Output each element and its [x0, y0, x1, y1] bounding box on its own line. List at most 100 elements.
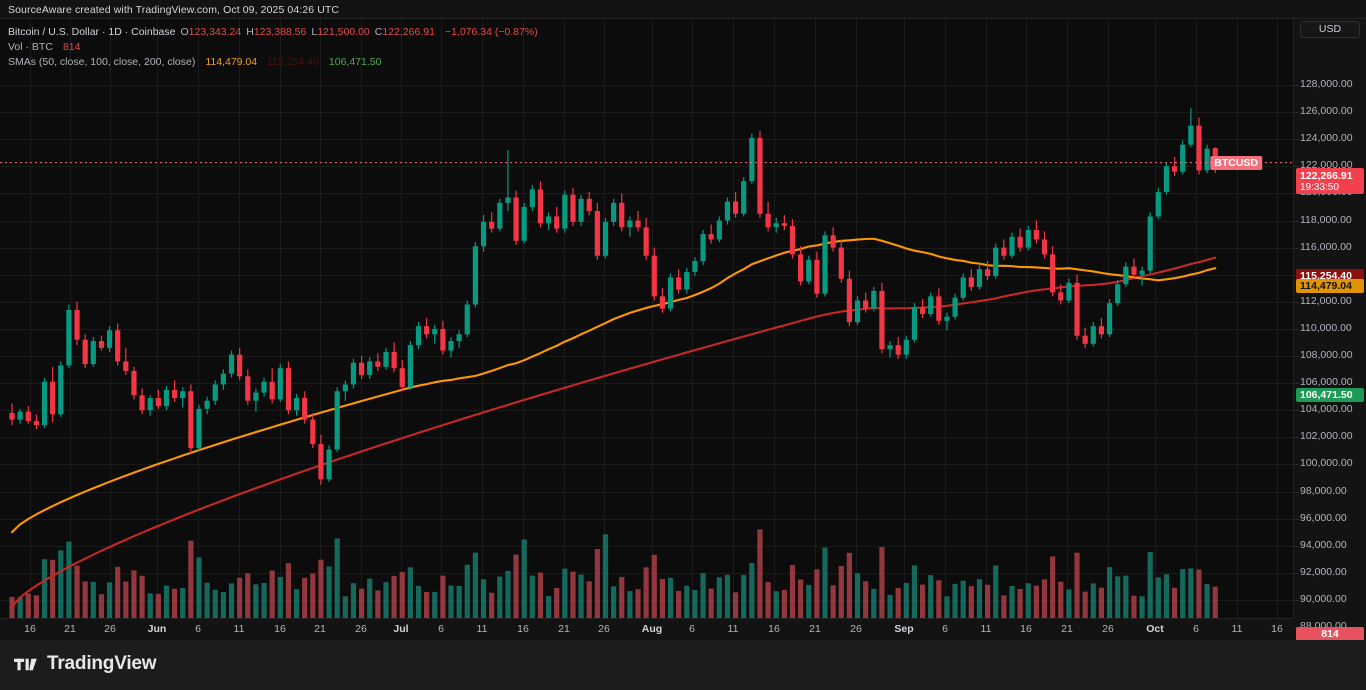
volume-bar	[139, 575, 145, 618]
gridline-horizontal	[0, 274, 1293, 276]
candle-body	[139, 395, 145, 411]
volume-bar	[993, 565, 999, 618]
candle-body	[789, 225, 796, 255]
candle-body	[838, 247, 844, 279]
volume-bar	[163, 585, 170, 618]
gridline-horizontal	[0, 85, 1293, 86]
price-axis[interactable]: USD 128,000.00 126,000.00 124,000.00 122,00…	[1294, 18, 1366, 641]
candle-body	[781, 223, 787, 226]
candle-body	[155, 398, 161, 407]
volume-bar	[578, 574, 584, 618]
price-tick-label: 96,000.00	[1300, 511, 1347, 524]
gridline-horizontal	[0, 166, 1293, 168]
candle-body	[732, 201, 739, 214]
candle-body	[497, 202, 503, 229]
candle-body	[1082, 335, 1088, 344]
candle-body	[635, 220, 641, 228]
volume-bar	[310, 573, 316, 618]
volume-bar	[497, 576, 503, 618]
volume-bar	[838, 565, 844, 618]
volume-bar	[1147, 552, 1153, 618]
gridline-vertical	[523, 19, 524, 618]
candle-body	[334, 391, 340, 450]
candle-body	[1009, 236, 1015, 256]
candle-body	[643, 227, 649, 256]
candle-body	[1001, 247, 1007, 256]
candle-body	[237, 354, 243, 377]
last-price-tag[interactable]: 122,266.91 19:33:50	[1296, 167, 1364, 194]
time-axis[interactable]: 16 21 26 Jun 6 11 16 21 26 Jul 6 11 16 21 26 Aug 6 11 16 21…	[0, 618, 1294, 640]
time-axis-label: 21	[314, 623, 326, 635]
volume-bar	[602, 534, 609, 618]
volume-bar	[887, 594, 893, 618]
volume-bar	[960, 580, 966, 618]
currency-button[interactable]: USD	[1300, 21, 1360, 38]
gridline-horizontal	[0, 545, 1293, 547]
chart-pane[interactable]: Bitcoin / U.S. Dollar · 1D · Coinbase O12…	[0, 18, 1294, 618]
time-axis-label: 16	[24, 623, 36, 635]
candle-body	[302, 398, 308, 420]
gridline-vertical	[280, 19, 281, 618]
volume-bar	[798, 579, 804, 618]
volume-bar	[708, 588, 714, 618]
candle-body	[724, 201, 731, 221]
candle-body	[1090, 326, 1096, 344]
candle-body	[318, 444, 324, 480]
volume-bar	[611, 586, 617, 618]
candle-body	[172, 389, 178, 399]
volume-bar	[895, 587, 901, 618]
volume-bar	[180, 588, 186, 618]
volume-bar	[269, 570, 275, 618]
candle-body	[887, 345, 893, 350]
gridline-vertical	[774, 19, 775, 618]
volume-bar	[1188, 568, 1194, 618]
volume-bar	[212, 589, 218, 618]
time-axis-label: 11	[727, 623, 739, 635]
volume-bar	[952, 583, 958, 618]
series-price-tag[interactable]: BTCUSD	[1210, 155, 1262, 170]
candle-body	[228, 354, 235, 374]
time-axis-label: 26	[850, 623, 862, 635]
gridline-horizontal	[0, 301, 1293, 303]
candle-body	[830, 235, 836, 248]
volume-bar	[1033, 585, 1039, 618]
volume-bar	[911, 565, 918, 618]
volume-bar	[903, 582, 909, 618]
volume-bar	[789, 565, 796, 618]
volume-bar	[871, 588, 877, 618]
gridline-vertical	[239, 19, 240, 618]
sma50-price-tag: 114,479.04	[1296, 279, 1364, 294]
volume-bar	[529, 575, 535, 618]
volume-bar	[106, 582, 113, 618]
candle-body	[9, 412, 15, 420]
volume-bar	[350, 583, 357, 618]
candle-body	[1131, 266, 1137, 275]
candle-body	[602, 221, 609, 256]
time-axis-label: 6	[1193, 623, 1199, 635]
gridline-vertical	[904, 19, 905, 618]
candle-body	[1204, 148, 1210, 171]
volume-bar	[724, 574, 731, 618]
candle-body	[594, 211, 600, 256]
volume-bar	[822, 547, 828, 618]
volume-bar	[204, 582, 210, 618]
volume-bar	[196, 557, 202, 618]
volume-bar	[318, 559, 324, 618]
candle-body	[448, 341, 454, 351]
tradingview-brand[interactable]: TradingView	[14, 653, 157, 675]
gridline-vertical	[320, 19, 321, 618]
volume-bar	[594, 549, 600, 618]
volume-bar	[513, 554, 519, 618]
candlestick-series	[9, 108, 1218, 485]
time-axis-label: 6	[438, 623, 444, 635]
price-tick-label: 108,000.00	[1300, 349, 1353, 361]
time-axis-label: 6	[195, 623, 201, 635]
volume-bar	[537, 572, 544, 618]
volume-bar	[172, 588, 178, 618]
axis-tick-mark	[1294, 193, 1299, 195]
volume-bar	[570, 571, 576, 618]
volume-bar	[1058, 581, 1064, 618]
candle-body	[277, 368, 283, 400]
candle-body	[1147, 216, 1153, 271]
volume-bar	[1066, 589, 1072, 618]
